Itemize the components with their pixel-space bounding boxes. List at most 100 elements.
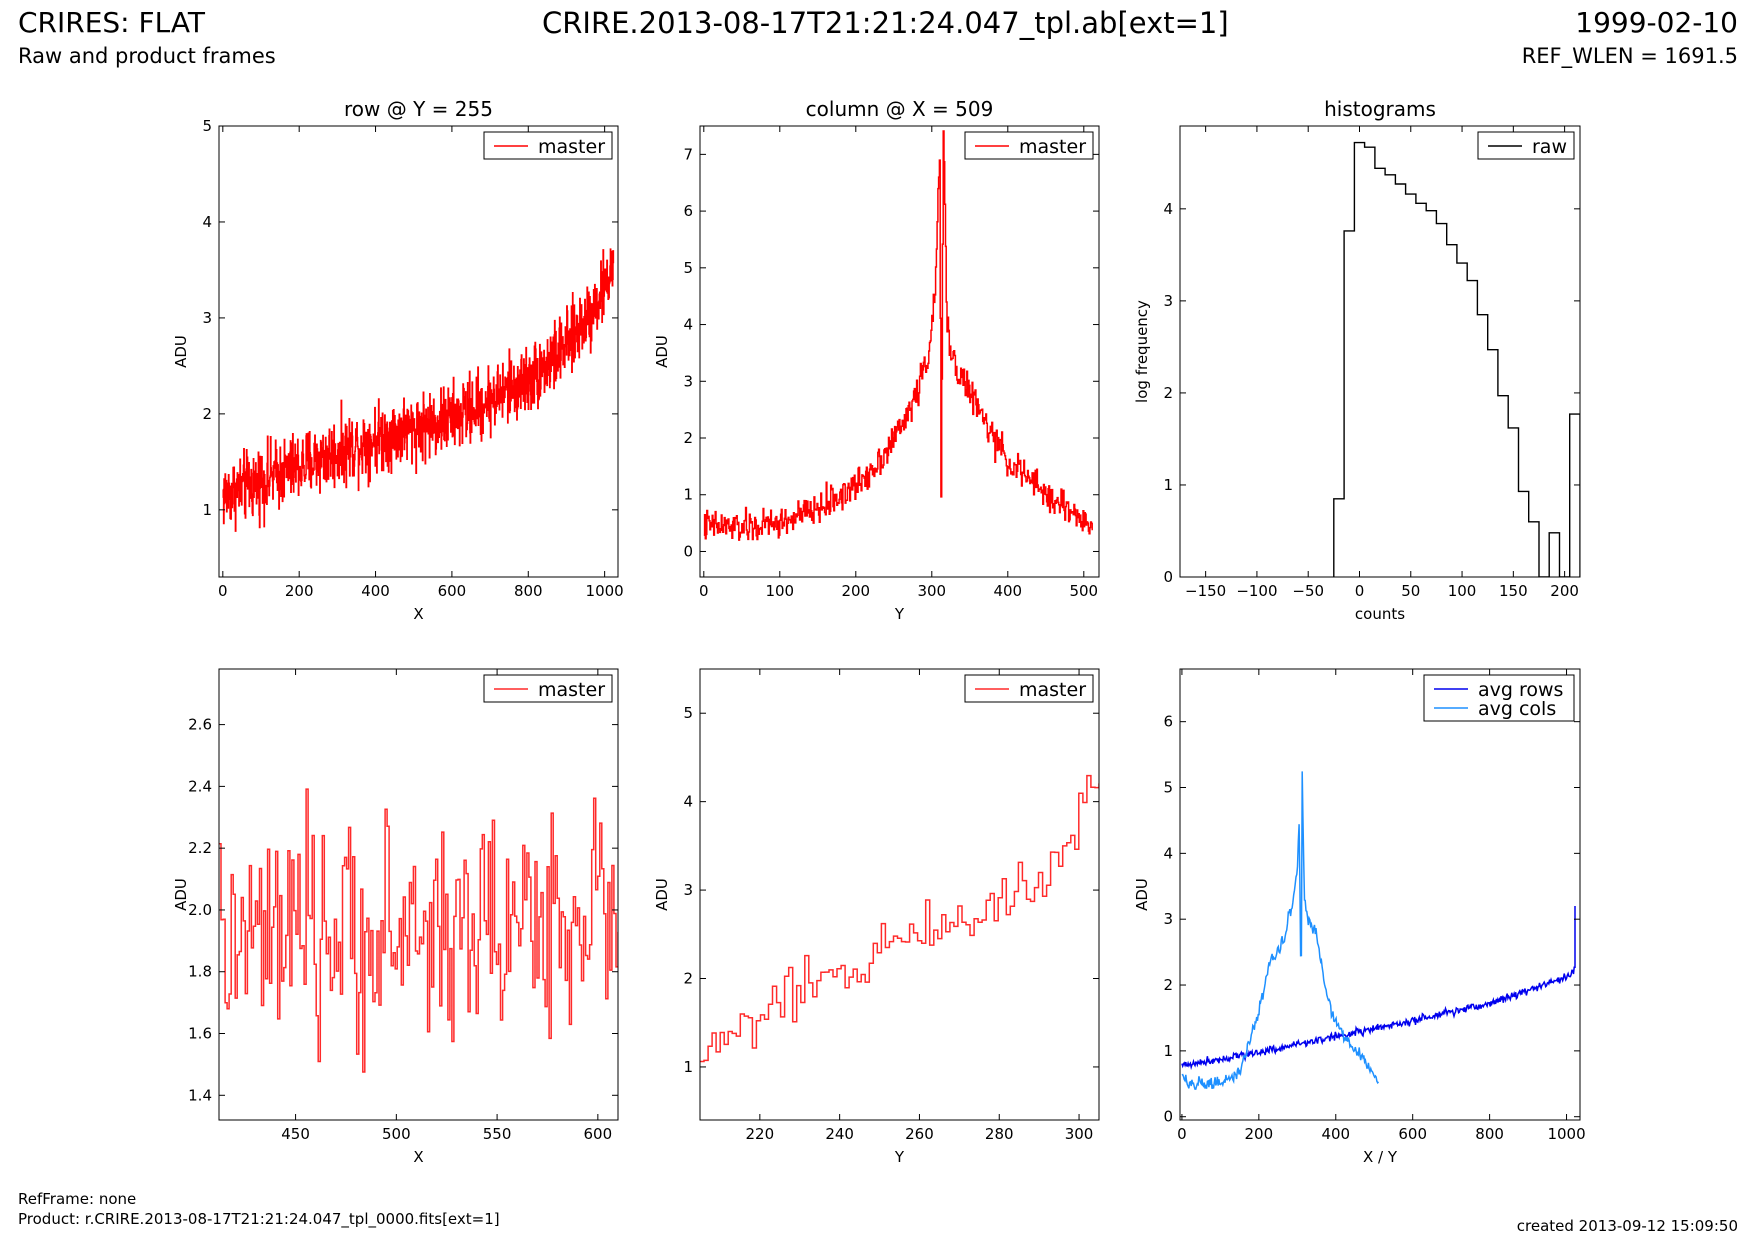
file-name: CRIRE.2013-08-17T21:21:24.047_tpl.ab[ext… <box>542 6 1229 40</box>
report-subtitle: Raw and product frames <box>18 44 276 68</box>
y-tick-label: 1.4 <box>188 1086 212 1104</box>
y-tick-label: 5 <box>1163 779 1173 797</box>
y-tick-label: 7 <box>683 145 693 163</box>
series-raw <box>1333 141 1580 577</box>
legend: master <box>964 674 1094 703</box>
plot-area-row-zoom <box>219 788 618 1073</box>
y-axis-label: ADU <box>1133 878 1151 911</box>
y-tick-label: 1 <box>1163 1042 1173 1060</box>
y-axis-label: ADU <box>172 335 190 368</box>
chart-column: 0 100 200 300 400 500 0 1 2 3 4 5 6 7 Y ADU column @ X =… <box>653 97 1100 623</box>
x-tick-label: 200 <box>1550 582 1579 600</box>
legend-label: avg cols <box>1478 698 1556 720</box>
y-tick-label: 5 <box>683 704 693 722</box>
x-tick-label: 150 <box>1499 582 1528 600</box>
y-tick-label: 4 <box>1163 200 1173 218</box>
observation-date: 1999-02-10 <box>1575 6 1738 39</box>
chart-title: column @ X = 509 <box>806 97 994 121</box>
y-tick-label: 0 <box>1163 568 1173 586</box>
x-tick-label: 200 <box>1245 1125 1274 1143</box>
y-tick-label: 5 <box>683 259 693 277</box>
x-tick-label: 400 <box>1321 1125 1350 1143</box>
chart-histograms: −150 −100 −50 0 50 100 150 200 0 1 2 3 4 counts log fr… <box>1133 97 1581 623</box>
x-tick-label: 300 <box>1065 1125 1094 1143</box>
x-axis-label: counts <box>1355 605 1405 623</box>
x-tick-label: 1000 <box>586 582 624 600</box>
x-tick-label: −50 <box>1292 582 1324 600</box>
y-tick-label: 3 <box>202 309 212 327</box>
legend: master <box>483 131 613 160</box>
x-tick-label: 800 <box>514 582 543 600</box>
y-tick-label: 1 <box>683 486 693 504</box>
product-note: Product: r.CRIRE.2013-08-17T21:21:24.047… <box>18 1210 500 1228</box>
y-tick-label: 4 <box>202 213 212 231</box>
y-tick-label: 1.6 <box>188 1025 212 1043</box>
x-tick-label: 800 <box>1475 1125 1504 1143</box>
legend-label: raw <box>1532 136 1567 158</box>
legend-label: avg rows <box>1478 679 1563 701</box>
x-tick-label: 240 <box>825 1125 854 1143</box>
y-tick-label: 6 <box>1163 713 1173 731</box>
x-axis-label: X <box>413 1148 423 1166</box>
created-note: created 2013-09-12 15:09:50 <box>1516 1217 1738 1235</box>
y-tick-label: 1.8 <box>188 963 212 981</box>
x-tick-label: 600 <box>438 582 467 600</box>
legend: raw <box>1477 131 1575 160</box>
x-tick-label: −150 <box>1185 582 1226 600</box>
axes-frame <box>218 668 619 1121</box>
y-tick-label: 0 <box>1163 1108 1173 1126</box>
x-tick-label: 400 <box>361 582 390 600</box>
x-tick-label: 100 <box>765 582 794 600</box>
axes-frame <box>699 668 1100 1121</box>
x-tick-label: 0 <box>1177 1125 1187 1143</box>
y-axis-label: ADU <box>653 878 671 911</box>
y-tick-label: 4 <box>683 793 693 811</box>
y-tick-label: 2.2 <box>188 839 212 857</box>
series-avg-cols <box>1181 771 1380 1090</box>
legend-label: master <box>538 679 605 701</box>
x-tick-label: −100 <box>1236 582 1277 600</box>
axes-frame <box>1179 125 1581 578</box>
series-master <box>700 774 1099 1063</box>
y-tick-label: 3 <box>1163 910 1173 928</box>
plot-area-column <box>703 130 1093 541</box>
y-tick-label: 2 <box>683 429 693 447</box>
chart-title: histograms <box>1324 97 1436 121</box>
x-tick-label: 600 <box>1398 1125 1427 1143</box>
chart-row: 0 200 400 600 800 1000 1 2 3 4 5 X ADU row @ Y = 255 m… <box>172 97 624 623</box>
report-title: CRIRES: FLAT <box>18 6 205 39</box>
axes-frame <box>699 125 1100 578</box>
legend-label: master <box>1019 679 1086 701</box>
y-tick-label: 2.6 <box>188 716 212 734</box>
y-tick-label: 4 <box>1163 844 1173 862</box>
y-tick-label: 0 <box>683 542 693 560</box>
y-tick-label: 1 <box>1163 476 1173 494</box>
x-tick-label: 300 <box>917 582 946 600</box>
plot-area-histograms <box>1333 141 1580 577</box>
x-tick-label: 400 <box>993 582 1022 600</box>
chart-column-zoom: 220 240 260 280 300 1 2 3 4 5 Y ADU master <box>653 668 1100 1166</box>
y-tick-label: 1 <box>683 1058 693 1076</box>
x-tick-label: 0 <box>218 582 228 600</box>
legend-label: master <box>538 136 605 158</box>
x-tick-label: 0 <box>699 582 709 600</box>
y-tick-label: 2 <box>683 970 693 988</box>
x-tick-label: 50 <box>1401 582 1420 600</box>
y-axis-label: log frequency <box>1133 300 1151 403</box>
y-tick-label: 2.4 <box>188 777 212 795</box>
x-tick-label: 200 <box>841 582 870 600</box>
x-tick-label: 0 <box>1355 582 1365 600</box>
plot-area-column-zoom <box>700 774 1099 1063</box>
y-tick-label: 3 <box>683 372 693 390</box>
plot-area-row <box>222 248 615 532</box>
x-axis-label: X <box>413 605 423 623</box>
x-tick-label: 500 <box>382 1125 411 1143</box>
x-axis-label: X / Y <box>1363 1148 1398 1166</box>
y-tick-label: 5 <box>202 117 212 135</box>
x-tick-label: 600 <box>584 1125 613 1143</box>
legend: master <box>964 131 1094 160</box>
refframe-note: RefFrame: none <box>18 1190 137 1208</box>
plot-area-averages <box>1181 771 1576 1090</box>
